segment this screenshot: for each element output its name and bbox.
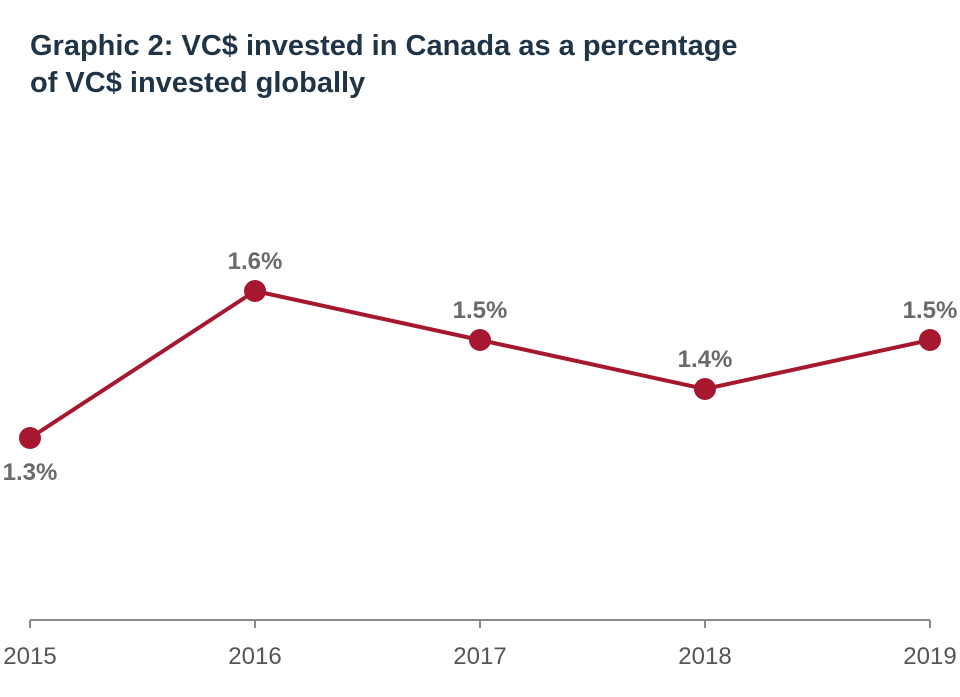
data-point <box>694 378 716 400</box>
data-label: 1.3% <box>3 459 58 486</box>
x-tick-label: 2015 <box>3 643 56 670</box>
data-point <box>919 329 941 351</box>
data-point <box>469 329 491 351</box>
data-label: 1.5% <box>903 297 958 324</box>
data-label: 1.4% <box>678 346 733 373</box>
data-point <box>244 280 266 302</box>
data-point <box>19 427 41 449</box>
chart-title: Graphic 2: VC$ invested in Canada as a p… <box>30 28 930 102</box>
x-tick-label: 2018 <box>678 643 731 670</box>
data-label: 1.5% <box>453 297 508 324</box>
chart-title-line-2: of VC$ invested globally <box>30 67 366 99</box>
x-tick-label: 2019 <box>903 643 956 670</box>
chart-title-line-1: Graphic 2: VC$ invested in Canada as a p… <box>30 30 738 62</box>
x-tick-label: 2017 <box>453 643 506 670</box>
x-tick-label: 2016 <box>228 643 281 670</box>
data-label: 1.6% <box>228 248 283 275</box>
